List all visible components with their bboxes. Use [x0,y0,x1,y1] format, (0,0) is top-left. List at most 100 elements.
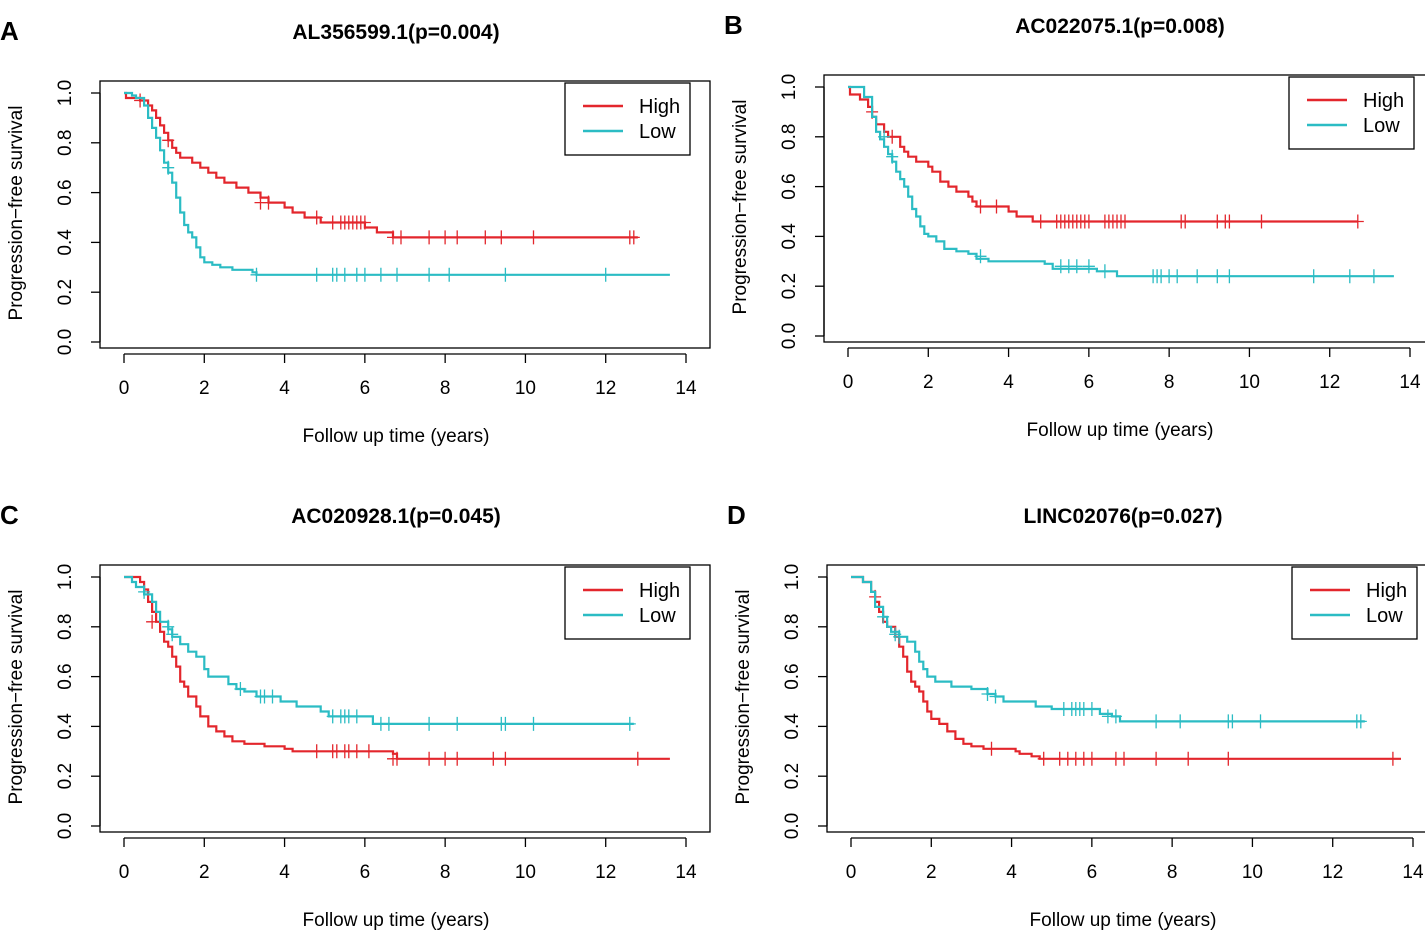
y-tick-label: 1.0 [55,564,76,590]
censor-mark-low [358,267,371,282]
censor-mark-low [499,267,512,282]
censor-mark-low [350,709,363,724]
y-tick-label: 0.2 [779,273,800,299]
x-tick-label: 10 [1239,372,1260,393]
y-tick-label: 0.8 [55,614,76,640]
censor-mark-low [166,627,179,642]
x-tick-label: 2 [923,372,934,393]
censor-mark-low [1226,714,1239,729]
x-tick-label: 14 [1402,862,1424,883]
legend-label-low: Low [639,121,676,143]
censor-mark-low [1367,269,1380,284]
censor-mark-low [989,689,1002,704]
censor-mark-high [350,744,363,759]
censor-mark-high [1118,751,1130,766]
censor-mark-high [479,230,492,245]
censor-mark-high [1119,214,1131,229]
censor-mark-low [1171,269,1184,284]
censor-mark-high [451,751,464,766]
censor-mark-high [487,751,500,766]
legend-box [1288,76,1415,150]
censor-mark-high [990,199,1003,214]
y-axis-title: Progression−free survival [6,590,27,805]
y-tick-label: 0.8 [779,124,800,150]
censor-mark-high [439,751,452,766]
censor-mark-high [1222,751,1235,766]
panel-a: A AL356599.1(p=0.004) 0 2 4 6 8 10 12 14 0.0 0.2 0.4… [0,0,712,466]
legend-label-high: High [639,580,680,602]
censor-mark-high [358,215,371,230]
y-tick-label: 0.4 [782,713,803,740]
chart-d: D LINC02076(p=0.027) 0 2 4 6 8 10 12 14 0.0 0.2 0.4 0… [727,500,1425,931]
x-tick-label: 6 [1087,862,1098,883]
y-tick-label: 0.6 [782,663,803,689]
censor-mark-low [1307,269,1320,284]
panel-b: B AC022075.1(p=0.008) 0 2 4 6 8 10 12 14 0.0 0.2 0.4… [724,0,1425,460]
y-tick-label: 1.0 [55,80,76,106]
censor-mark-low [1150,714,1163,729]
legend-box [1291,566,1418,640]
censor-mark-high [631,751,644,766]
censor-mark-high [527,230,540,245]
x-tick-label: 0 [846,862,857,883]
legend-box [564,82,691,156]
km-curve-high [848,85,1358,223]
censor-mark-low [1098,264,1111,279]
y-tick-label: 0.4 [55,713,76,740]
censor-mark-low [451,716,464,731]
x-tick-label: 8 [440,862,451,883]
censor-mark-high [395,230,407,245]
censor-mark-high [495,230,508,245]
censor-mark-low [250,267,263,282]
x-axis-title: Follow up time (years) [1030,910,1217,931]
censor-mark-high [1085,751,1098,766]
censor-mark-high [451,230,464,245]
y-tick-label: 0.2 [782,763,803,789]
censor-mark-low [981,687,994,701]
legend-label-high: High [1363,90,1404,112]
x-tick-label: 4 [279,862,290,883]
y-tick-label: 1.0 [782,564,803,590]
km-curve-low [124,575,634,725]
censor-mark-low [527,716,540,731]
censor-mark-low [877,609,890,624]
x-tick-label: 14 [675,862,697,883]
y-tick-label: 0.0 [55,813,76,839]
chart-c: C AC020928.1(p=0.045) 0 2 4 6 8 10 12 14 0.0 0.2 0.4… [0,500,711,931]
censor-mark-high [1255,214,1268,229]
x-tick-label: 2 [926,862,937,883]
x-tick-label: 8 [1164,372,1175,393]
censor-mark-high [1386,751,1399,766]
censor-mark-low [974,249,987,264]
censor-mark-low [1109,709,1122,724]
censor-mark-low [623,716,636,731]
y-tick-label: 0.2 [55,279,76,305]
panel-letter: B [724,10,743,40]
y-tick-label: 0.0 [55,329,76,355]
x-tick-label: 0 [119,862,130,883]
panel-letter: A [0,16,19,46]
censor-mark-low [162,160,175,175]
x-tick-label: 2 [199,862,210,883]
censor-mark-low [162,619,175,634]
censor-mark-low [266,689,279,704]
censor-mark-low [423,267,436,282]
km-curve-high [124,575,670,760]
y-tick-label: 0.0 [782,813,803,839]
censor-mark-high [423,751,436,766]
censor-mark-low [138,584,151,599]
censor-mark-high [262,195,275,210]
y-tick-label: 0.6 [55,663,76,689]
y-tick-label: 1.0 [779,74,800,100]
km-curve-low [124,91,670,276]
x-tick-label: 12 [595,378,616,399]
legend-label-high: High [1366,580,1407,602]
censor-mark-low [1211,269,1224,284]
chart-b: B AC022075.1(p=0.008) 0 2 4 6 8 10 12 14 0.0 0.2 0.4… [724,10,1425,441]
x-axis-title: Follow up time (years) [303,426,490,447]
legend-label-low: Low [639,605,676,627]
x-tick-label: 6 [360,862,371,883]
x-tick-label: 4 [1003,372,1014,393]
chart-title: AC022075.1(p=0.008) [1015,15,1225,38]
x-tick-label: 10 [515,378,536,399]
